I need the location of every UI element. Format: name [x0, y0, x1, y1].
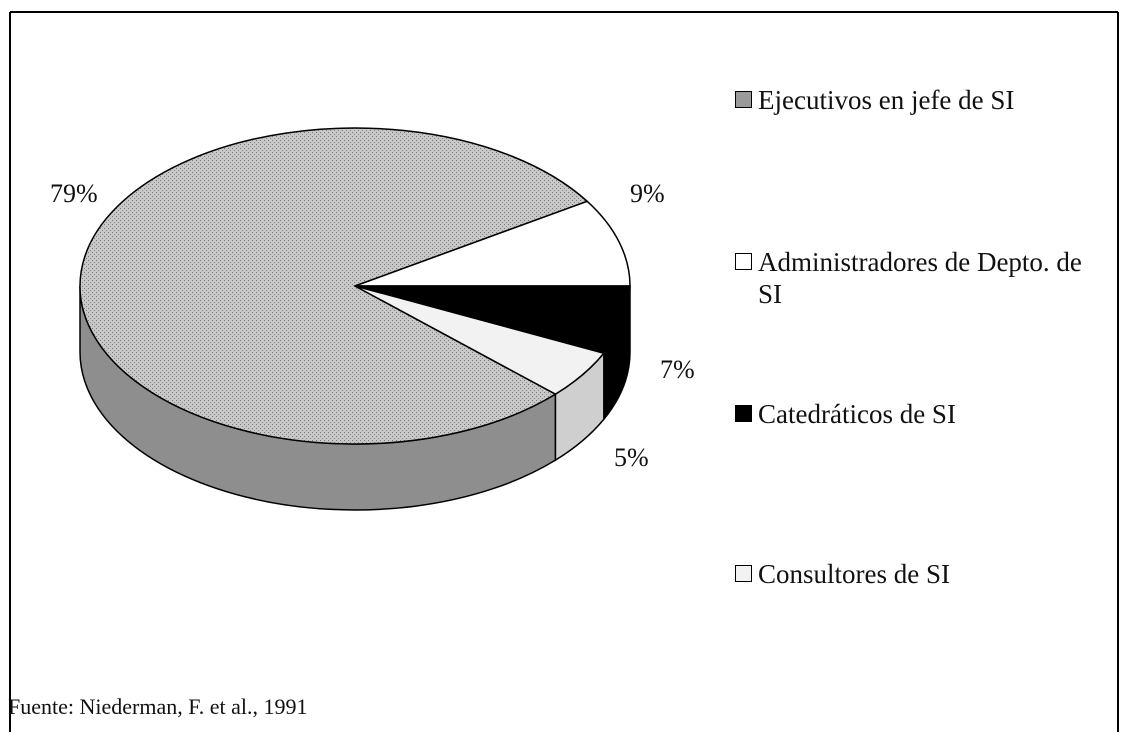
legend-item: Administradores de Depto. de SI: [735, 246, 1105, 310]
legend-swatch: [735, 405, 752, 422]
data-label: 7%: [660, 355, 695, 384]
legend-label: Consultores de SI: [758, 559, 950, 589]
legend-item: Ejecutivos en jefe de SI: [735, 84, 1105, 116]
data-label: 9%: [630, 179, 665, 208]
source-note: Fuente: Niederman, F. et al., 1991: [8, 694, 308, 719]
legend-label: Catedráticos de SI: [758, 399, 956, 429]
legend-swatch: [735, 565, 752, 582]
legend-item: Consultores de SI: [735, 558, 1105, 590]
pie-slice: [354, 200, 631, 287]
pie-slice: [354, 285, 631, 355]
legend-item: Catedráticos de SI: [735, 398, 1105, 430]
data-label: 79%: [50, 179, 98, 208]
legend-label: Administradores de Depto. de SI: [758, 247, 1082, 309]
pie-slice: [79, 127, 589, 445]
legend-swatch: [735, 91, 752, 108]
pie-slice: [354, 285, 606, 396]
pie: 79% 9% 7% 5%: [50, 127, 695, 511]
legend-label: Ejecutivos en jefe de SI: [758, 85, 1015, 115]
data-label: 5%: [614, 443, 649, 472]
legend-swatch: [735, 253, 752, 270]
